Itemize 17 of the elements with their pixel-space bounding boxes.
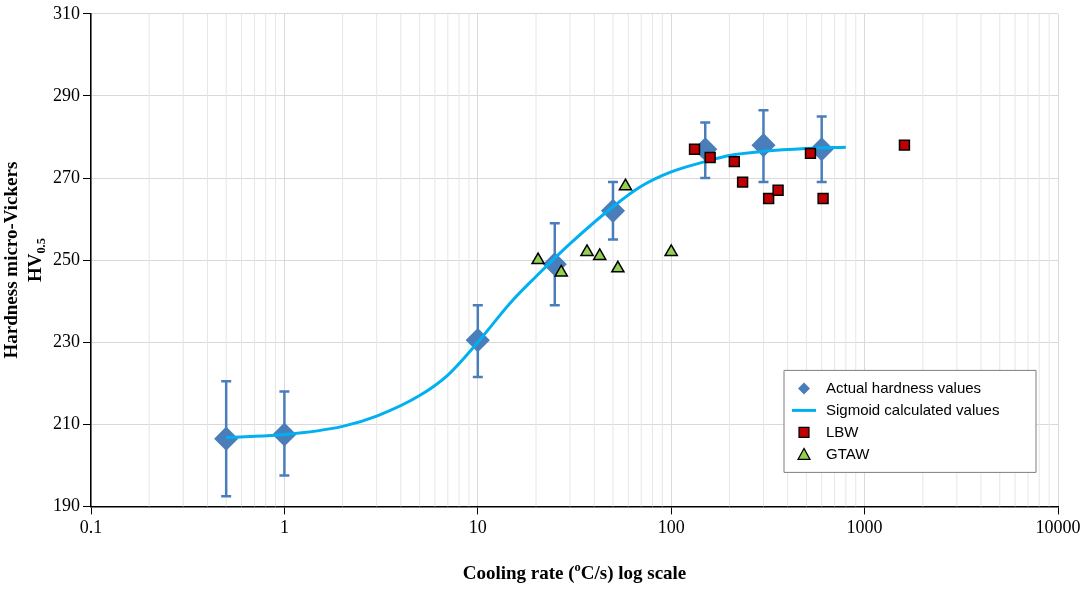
y-tick-label: 210	[53, 413, 80, 434]
legend-label: LBW	[826, 422, 860, 440]
legend-label: Sigmoid calculated values	[826, 400, 1000, 418]
y-tick-label: 230	[53, 330, 80, 351]
x-tick-label: 10	[468, 516, 487, 537]
y-tick-label: 310	[53, 2, 80, 23]
y-tick-label: 250	[53, 248, 80, 269]
x-tick-label: 10000	[1035, 516, 1081, 537]
x-tick-label: 100	[657, 516, 685, 537]
x-tick-label: 0.1	[79, 516, 103, 537]
legend-label: Actual hardness values	[826, 378, 982, 396]
y-tick-label: 270	[53, 166, 80, 187]
x-tick-label: 1000	[846, 516, 883, 537]
legend-label: GTAW	[826, 444, 871, 462]
y-tick-label: 190	[53, 495, 80, 516]
y-tick-label: 290	[53, 84, 80, 105]
x-tick-label: 1	[279, 516, 289, 537]
